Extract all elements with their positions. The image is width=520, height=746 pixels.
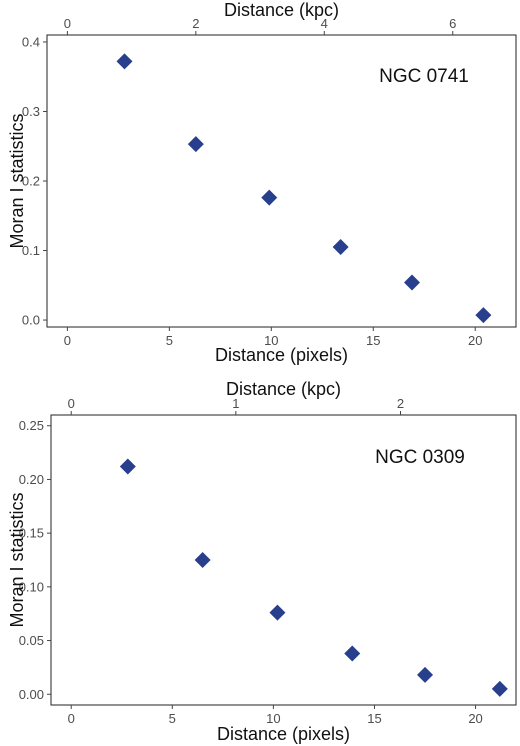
y-tick-label: 0.3 [22,104,40,119]
x-tick-label: 15 [366,333,380,348]
data-point-diamond [119,458,136,475]
x-tick-label: 15 [367,711,381,726]
x-tick-label: 20 [468,333,482,348]
y-axis-title: Moran I statistics [7,113,27,248]
data-point-diamond [187,136,204,153]
x2-tick-label: 4 [321,16,328,31]
x2-tick-label: 0 [68,396,75,411]
data-point-diamond [344,645,361,662]
y-tick-label: 0.10 [19,579,44,594]
y-tick-label: 0.2 [22,174,40,189]
x-tick-label: 5 [169,711,176,726]
y-tick-label: 0.20 [19,472,44,487]
panel-ngc0309: 0 5 10 15 20 0 1 2 0.00 0.05 0.10 0.15 0.20 0.25 Dista… [7,379,517,744]
data-point-diamond [332,239,349,256]
y-tick-label: 0.0 [22,313,40,328]
x-tick-label: 0 [64,333,71,348]
y-tick-label: 0.4 [22,34,40,49]
x-tick-label: 5 [166,333,173,348]
data-point-diamond [194,552,211,568]
x2-tick-label: 6 [449,16,456,31]
data-point-diamond [417,666,434,683]
x2-tick-label: 0 [64,16,71,31]
y-tick-label: 0.15 [19,526,44,541]
data-point-diamond [491,680,508,697]
data-point-diamond [475,307,492,324]
y-tick-label: 0.1 [22,243,40,258]
x-axis-title: Distance (pixels) [217,724,350,744]
x2-axis-title: Distance (kpc) [224,0,339,20]
panel-ngc0741: 0 5 10 15 20 0 2 4 6 0.0 0.1 0.2 0.3 0.4 Distance (pix… [7,0,517,365]
y-tick-label: 0.00 [19,687,44,702]
data-point-diamond [404,274,421,291]
x-tick-label: 10 [264,333,278,348]
x2-axis-title: Distance (kpc) [226,379,341,399]
plot-frame [50,414,517,706]
data-point-diamond [116,53,133,70]
x2-tick-label: 2 [397,396,404,411]
x2-tick-label: 1 [232,396,239,411]
y-tick-label: 0.25 [19,418,44,433]
x2-tick-label: 2 [192,16,199,31]
x-tick-label: 0 [68,711,75,726]
data-point-diamond [269,604,286,621]
y-tick-label: 0.05 [19,633,44,648]
x-axis-title: Distance (pixels) [215,345,348,365]
galaxy-label: NGC 0309 [375,447,465,468]
y-axis-title: Moran I statistics [7,492,27,627]
x-tick-label: 10 [266,711,280,726]
x-tick-label: 20 [468,711,482,726]
galaxy-label: NGC 0741 [379,66,469,87]
data-point-diamond [261,189,278,206]
